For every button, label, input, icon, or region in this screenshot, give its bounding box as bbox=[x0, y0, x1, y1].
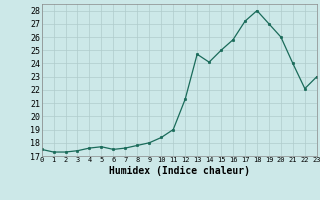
X-axis label: Humidex (Indice chaleur): Humidex (Indice chaleur) bbox=[109, 166, 250, 176]
